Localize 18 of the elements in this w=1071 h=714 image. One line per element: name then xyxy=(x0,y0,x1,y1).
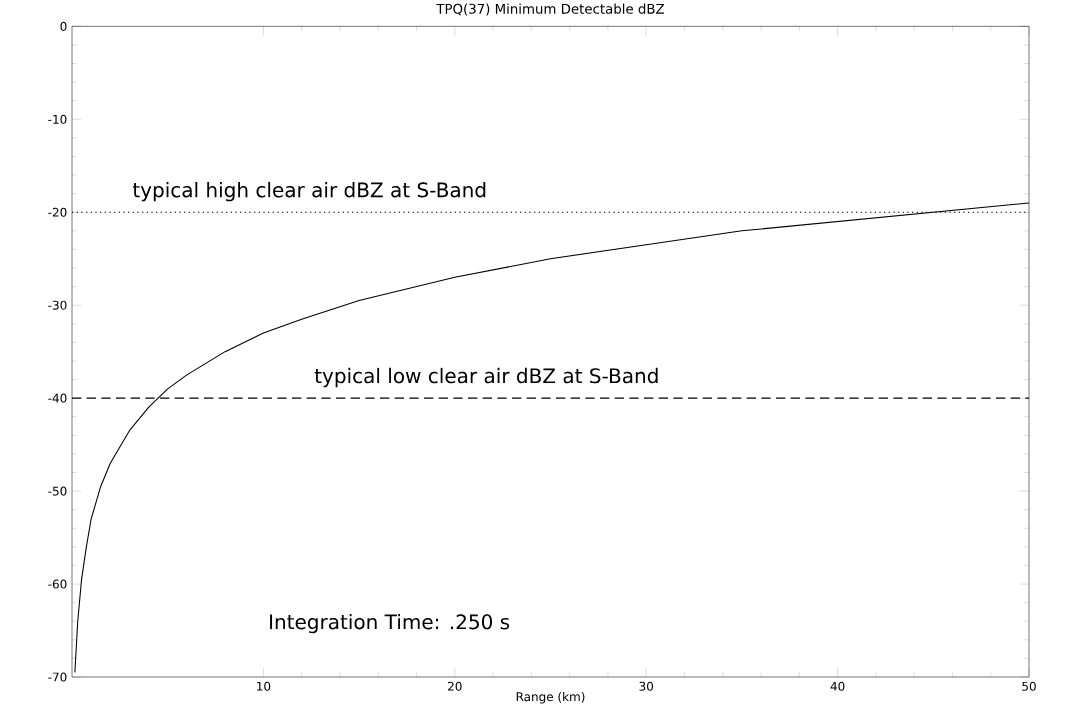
x-tick-label: 20 xyxy=(448,681,462,691)
y-tick-label: -30 xyxy=(48,300,67,310)
y-tick-label: -40 xyxy=(48,393,67,403)
x-tick-label: 10 xyxy=(257,681,271,691)
annotation: Integration Time: .250 s xyxy=(270,613,510,634)
y-tick-label: -20 xyxy=(48,207,67,217)
y-tick-label: 0 xyxy=(60,21,67,31)
y-tick-label: -70 xyxy=(48,672,67,682)
ref-line-label: typical high clear air dBZ at S-Band xyxy=(132,181,486,202)
x-tick-label: 40 xyxy=(830,681,845,691)
x-axis-title: Range (km) xyxy=(516,691,585,704)
chart-title: TPQ(37) Minimum Detectable dBZ xyxy=(436,3,665,16)
x-tick-label: 30 xyxy=(639,681,654,691)
y-tick-label: -10 xyxy=(48,114,67,124)
y-tick-label: -50 xyxy=(48,486,67,496)
x-tick-label: 50 xyxy=(1022,681,1036,691)
y-tick-label: -60 xyxy=(48,579,67,589)
ref-line-label: typical low clear air dBZ at S-Band xyxy=(314,367,658,388)
